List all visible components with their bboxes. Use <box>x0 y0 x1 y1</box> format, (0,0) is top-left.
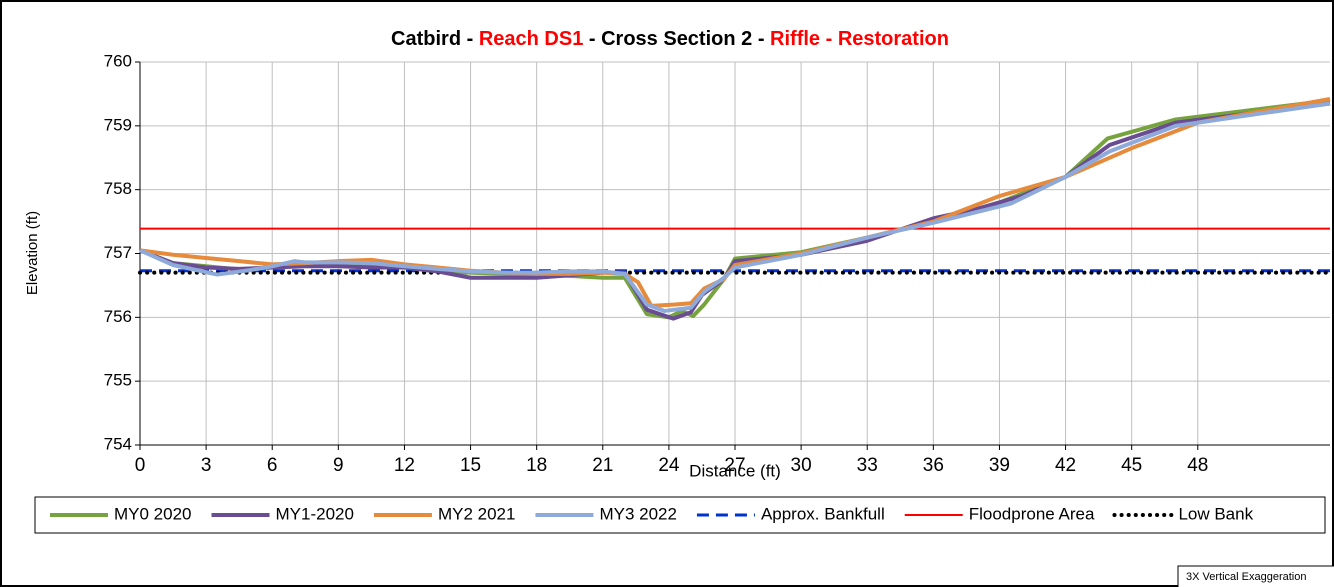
legend-label: MY1-2020 <box>276 504 354 523</box>
x-tick-label: 18 <box>526 455 547 476</box>
legend-label: MY2 2021 <box>438 504 516 523</box>
x-tick-label: 45 <box>1121 455 1142 476</box>
y-tick-label: 758 <box>104 179 132 198</box>
legend-label: MY0 2020 <box>114 504 192 523</box>
x-tick-label: 6 <box>267 455 278 476</box>
y-tick-label: 756 <box>104 307 132 326</box>
chart-title: Catbird - Reach DS1 - Cross Section 2 - … <box>391 28 949 50</box>
series-line <box>139 101 1331 313</box>
title-part: Riffle - Restoration <box>770 28 949 50</box>
x-tick-label: 12 <box>394 455 415 476</box>
title-part: Catbird - <box>391 28 479 50</box>
x-tick-label: 39 <box>989 455 1010 476</box>
note: 3X Vertical Exaggeration <box>1186 571 1306 583</box>
legend-label: Floodprone Area <box>969 504 1095 523</box>
title-part: - Cross Section 2 - <box>583 28 770 50</box>
y-tick-label: 759 <box>104 115 132 134</box>
x-tick-label: 24 <box>658 455 680 476</box>
y-tick-label: 755 <box>104 371 132 390</box>
title-part: Reach DS1 <box>479 28 584 50</box>
x-tick-label: 30 <box>791 455 812 476</box>
x-tick-label: 36 <box>923 455 944 476</box>
x-tick-label: 48 <box>1187 455 1208 476</box>
x-tick-label: 9 <box>333 455 344 476</box>
x-tick-label: 15 <box>460 455 481 476</box>
legend-label: Approx. Bankfull <box>761 504 885 523</box>
x-tick-label: 0 <box>135 455 146 476</box>
x-tick-label: 42 <box>1055 455 1076 476</box>
y-tick-label: 757 <box>104 243 132 262</box>
x-tick-label: 33 <box>857 455 878 476</box>
legend-label: Low Bank <box>1178 504 1253 523</box>
legend-label: MY3 2022 <box>599 504 677 523</box>
y-axis-label: Elevation (ft) <box>24 211 41 295</box>
note-box <box>1177 565 1334 587</box>
x-tick-label: 3 <box>201 455 212 476</box>
y-tick-label: 754 <box>104 434 132 453</box>
x-tick-label: 27 <box>724 455 745 476</box>
y-tick-label: 760 <box>104 51 132 70</box>
x-axis-label: Distance (ft) <box>689 461 781 480</box>
x-tick-label: 21 <box>592 455 613 476</box>
